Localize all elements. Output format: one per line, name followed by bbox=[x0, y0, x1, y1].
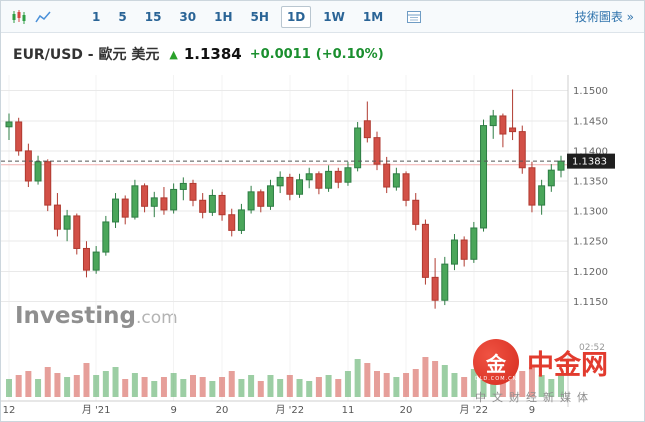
timeframe-1m[interactable]: 1M bbox=[362, 9, 384, 24]
svg-text:1.1383: 1.1383 bbox=[572, 157, 607, 168]
svg-text:9: 9 bbox=[529, 405, 535, 416]
svg-text:月 '22: 月 '22 bbox=[276, 404, 305, 416]
technical-charts-link[interactable]: 技術圖表 » bbox=[574, 10, 634, 24]
price-change: +0.0011 bbox=[249, 46, 311, 62]
svg-text:12: 12 bbox=[3, 405, 16, 416]
svg-text:20: 20 bbox=[216, 405, 229, 416]
svg-text:1.1450: 1.1450 bbox=[573, 116, 608, 127]
chart-timestamp: 02:52 bbox=[579, 343, 605, 353]
svg-text:1.1250: 1.1250 bbox=[573, 237, 608, 248]
up-arrow-icon: ▲ bbox=[169, 47, 178, 61]
price-volume-chart[interactable]: 1.1500 1.1450 1.1400 1.1350 1.1300 1.1250 1.12… bbox=[1, 75, 645, 422]
timeframe-5min[interactable]: 5 bbox=[118, 9, 127, 24]
zhongjinwang-subtitle: 中文财经新媒体 bbox=[475, 391, 594, 404]
svg-text:11: 11 bbox=[342, 405, 355, 416]
last-price: 1.1384 bbox=[183, 45, 242, 63]
zhongjinwang-watermark: 金 QLD.COM.CN 中金网 中文财经新媒体 bbox=[473, 339, 608, 405]
timeframe-1min[interactable]: 1 bbox=[92, 9, 101, 24]
zhongjinwang-logo-icon: 金 QLD.COM.CN bbox=[473, 339, 519, 385]
svg-text:1.1300: 1.1300 bbox=[573, 207, 608, 218]
indicators-panel-icon[interactable] bbox=[406, 9, 422, 25]
svg-text:1.1350: 1.1350 bbox=[573, 177, 608, 188]
investing-watermark-suffix: .com bbox=[135, 308, 178, 328]
svg-text:月 '21: 月 '21 bbox=[82, 404, 111, 416]
svg-text:月 '22: 月 '22 bbox=[460, 404, 489, 416]
chart-toolbar: 1 5 15 30 1H 5H 1D 1W 1M 技術圖表 » bbox=[1, 1, 644, 33]
timeframe-1w[interactable]: 1W bbox=[323, 9, 345, 24]
svg-text:1.1400: 1.1400 bbox=[573, 146, 608, 157]
line-chart-type-icon[interactable] bbox=[35, 9, 51, 25]
instrument-header: EUR/USD - 歐元 美元 ▲ 1.1384 +0.0011 (+0.10%… bbox=[1, 33, 644, 75]
svg-text:1.1500: 1.1500 bbox=[573, 86, 608, 97]
svg-text:9: 9 bbox=[170, 405, 176, 416]
timeframe-group: 1 5 15 30 1H 5H 1D 1W 1M bbox=[83, 5, 392, 28]
chart-area: Investing.com 1.1500 1.1450 1.1400 1.1350 1.… bbox=[1, 75, 645, 422]
candlestick-chart-type-icon[interactable] bbox=[11, 9, 27, 25]
instrument-title: EUR/USD - 歐元 美元 bbox=[13, 47, 160, 63]
timeframe-1d-selected[interactable]: 1D bbox=[280, 5, 312, 28]
svg-text:1.1200: 1.1200 bbox=[573, 267, 608, 278]
svg-text:20: 20 bbox=[400, 405, 413, 416]
investing-watermark: Investing.com bbox=[15, 303, 178, 329]
price-change-percent: (+0.10%) bbox=[315, 46, 384, 62]
timeframe-1h[interactable]: 1H bbox=[214, 9, 233, 24]
timeframe-30min[interactable]: 30 bbox=[179, 9, 197, 24]
zhongjinwang-logo-char: 金 bbox=[486, 351, 506, 376]
timeframe-15min[interactable]: 15 bbox=[144, 9, 162, 24]
zhongjinwang-name: 中金网 bbox=[527, 349, 608, 381]
zhongjinwang-logo-url: QLD.COM.CN bbox=[474, 376, 518, 382]
svg-text:1.1150: 1.1150 bbox=[573, 297, 608, 308]
investing-watermark-brand: Investing bbox=[15, 303, 136, 329]
timeframe-5h[interactable]: 5H bbox=[250, 9, 269, 24]
